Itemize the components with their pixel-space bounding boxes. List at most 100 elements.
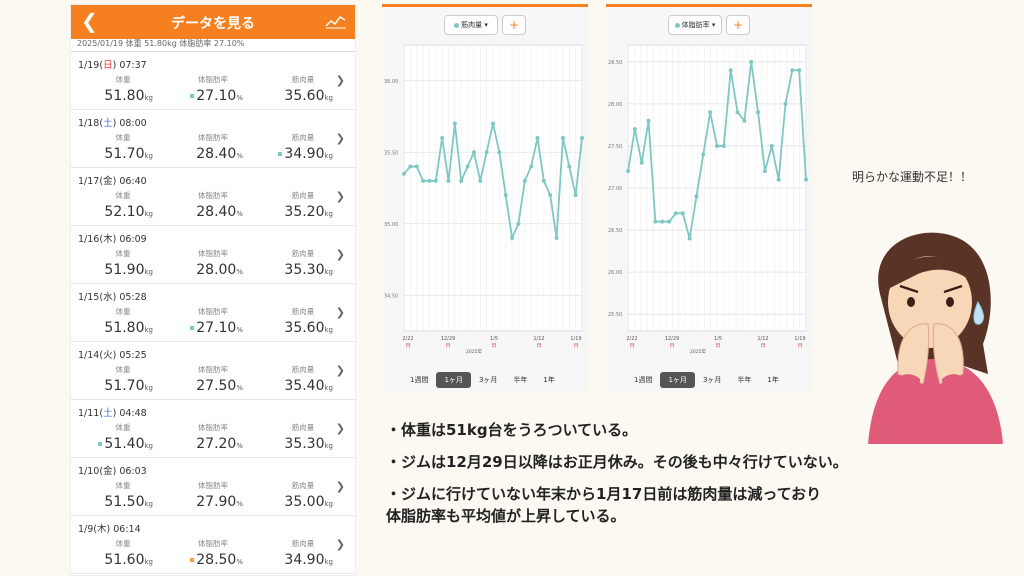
record-row[interactable]: 1/14(火) 05:25 体重 51.70kg 体脂肪率 27.50% 筋肉量 35.40… <box>71 342 355 400</box>
record-row[interactable]: 1/9(木) 06:14 体重 51.60kg 体脂肪率 28.50% 筋肉量 34.90k… <box>71 516 355 574</box>
record-weekday: 木 <box>97 524 107 535</box>
weight-label: 体重 <box>115 249 131 258</box>
record-time: 06:09 <box>119 234 147 245</box>
record-date: 1/14 <box>78 350 100 361</box>
record-time: 04:48 <box>119 408 147 419</box>
muscle-unit: kg <box>324 94 334 102</box>
data-point <box>708 110 713 115</box>
data-point <box>687 236 692 241</box>
data-point <box>554 236 559 241</box>
period-tab[interactable]: 半年 <box>513 376 528 384</box>
fat-label: 体脂肪率 <box>198 481 228 490</box>
muscle-value: 34.90 <box>284 552 325 568</box>
muscle-value: 35.60 <box>284 88 325 104</box>
fat-cell: 体脂肪率 28.50% <box>163 538 243 568</box>
weight-value: 51.60 <box>104 552 145 568</box>
muscle-cell: 筋肉量 34.90kg <box>253 132 333 162</box>
record-date: 1/10 <box>78 466 100 477</box>
chevron-right-icon: ❯ <box>335 364 345 377</box>
muscle-value: 35.60 <box>284 320 325 336</box>
chevron-right-icon: ❯ <box>335 306 345 319</box>
period-tab[interactable]: 1年 <box>767 376 779 384</box>
chevron-right-icon: ❯ <box>335 132 345 145</box>
period-tab[interactable]: 1ヶ月 <box>436 372 471 388</box>
period-tab[interactable]: 3ヶ月 <box>478 376 498 384</box>
fat-chart-panel: 体脂肪率 ▾ + 25.50 26.00 26.50 27.00 27.50 28.00 2… <box>606 4 812 391</box>
metric-selector[interactable]: 体脂肪率 ▾ <box>668 15 722 35</box>
line-graph-icon[interactable] <box>325 13 347 29</box>
record-date: 1/17 <box>78 176 100 187</box>
record-row[interactable]: 1/15(水) 05:28 体重 51.80kg 体脂肪率 27.10% 筋肉量 35.60… <box>71 284 355 342</box>
x-tick-label: 2/22 <box>626 336 637 342</box>
x-tick-weekday: 日 <box>760 343 765 349</box>
muscle-label: 筋肉量 <box>291 133 315 142</box>
record-date: 1/18 <box>78 118 100 129</box>
fat-label: 体脂肪率 <box>198 75 228 84</box>
x-tick-weekday: 日 <box>536 343 541 349</box>
muscle-cell: 筋肉量 35.00kg <box>253 480 333 510</box>
weight-unit: kg <box>144 152 154 160</box>
data-point <box>484 150 489 155</box>
record-row[interactable]: 1/17(金) 06:40 体重 52.10kg 体脂肪率 28.40% 筋肉量 35.20… <box>71 168 355 226</box>
record-row[interactable]: 1/10(金) 06:03 体重 51.50kg 体脂肪率 27.90% 筋肉量 35.00… <box>71 458 355 516</box>
weight-label: 体重 <box>115 539 131 548</box>
add-metric-button[interactable]: + <box>726 15 750 35</box>
back-button[interactable]: ❮ <box>81 9 98 33</box>
muscle-value: 35.00 <box>284 494 325 510</box>
data-point <box>427 178 432 183</box>
period-tab[interactable]: 1週間 <box>634 376 653 384</box>
record-row[interactable]: 1/11(土) 04:48 体重 51.40kg 体脂肪率 27.20% 筋肉量 35.30… <box>71 400 355 458</box>
status-marker <box>190 93 195 98</box>
period-tab[interactable]: 3ヶ月 <box>702 376 722 384</box>
muscle-unit: kg <box>324 384 334 392</box>
data-point <box>797 68 802 73</box>
data-point <box>421 178 426 183</box>
metric-selector[interactable]: 筋肉量 ▾ <box>444 15 498 35</box>
muscle-label: 筋肉量 <box>291 365 315 374</box>
record-weekday: 木 <box>103 234 113 245</box>
record-weekday: 金 <box>103 466 113 477</box>
record-weekday: 土 <box>103 118 113 129</box>
period-tab[interactable]: 1ヶ月 <box>660 372 695 388</box>
period-tab[interactable]: 1週間 <box>410 376 429 384</box>
fat-value: 27.20 <box>196 436 237 452</box>
period-tab[interactable]: 半年 <box>737 376 752 384</box>
record-row[interactable]: 1/18(土) 08:00 体重 51.70kg 体脂肪率 28.40% 筋肉量 34.90… <box>71 110 355 168</box>
data-point <box>529 164 534 169</box>
data-point <box>471 150 476 155</box>
record-row[interactable]: 1/19(日) 07:37 体重 51.80kg 体脂肪率 27.10% 筋肉量 35.60… <box>71 52 355 110</box>
fat-label: 体脂肪率 <box>198 249 228 258</box>
fat-unit: % <box>236 326 243 334</box>
weight-value: 51.40 <box>104 436 145 452</box>
record-weekday: 日 <box>103 60 113 71</box>
add-metric-button[interactable]: + <box>502 15 526 35</box>
fat-value: 27.10 <box>196 320 237 336</box>
muscle-unit: kg <box>324 210 334 218</box>
x-tick-weekday: 日 <box>405 343 410 349</box>
weight-label: 体重 <box>115 191 131 200</box>
record-time: 06:03 <box>119 466 147 477</box>
series-dot <box>674 22 680 28</box>
fat-value: 28.50 <box>196 552 237 568</box>
data-point <box>660 219 665 224</box>
record-row[interactable]: 1/16(木) 06:09 体重 51.90kg 体脂肪率 28.00% 筋肉量 35.30… <box>71 226 355 284</box>
data-point <box>646 118 651 123</box>
fat-label: 体脂肪率 <box>198 133 228 142</box>
x-tick-label: 1/5 <box>714 336 722 342</box>
muscle-value: 35.30 <box>284 436 325 452</box>
record-datetime: 1/18(土) 08:00 <box>78 118 147 129</box>
record-datetime: 1/15(水) 05:28 <box>78 292 147 303</box>
data-point <box>548 193 553 198</box>
data-point <box>694 194 699 199</box>
data-point <box>414 164 419 169</box>
weight-label: 体重 <box>115 365 131 374</box>
fat-unit: % <box>236 500 243 508</box>
record-weekday: 火 <box>103 350 113 361</box>
weight-value: 52.10 <box>104 204 145 220</box>
weight-cell: 体重 51.90kg <box>73 248 153 278</box>
period-tab[interactable]: 1年 <box>543 376 555 384</box>
bullet-2: ・ジムは12月29日以降はお正月休み。その後も中々行けていない。 <box>386 453 848 471</box>
fat-cell: 体脂肪率 28.40% <box>163 132 243 162</box>
data-point <box>680 211 685 216</box>
muscle-value: 35.20 <box>284 204 325 220</box>
